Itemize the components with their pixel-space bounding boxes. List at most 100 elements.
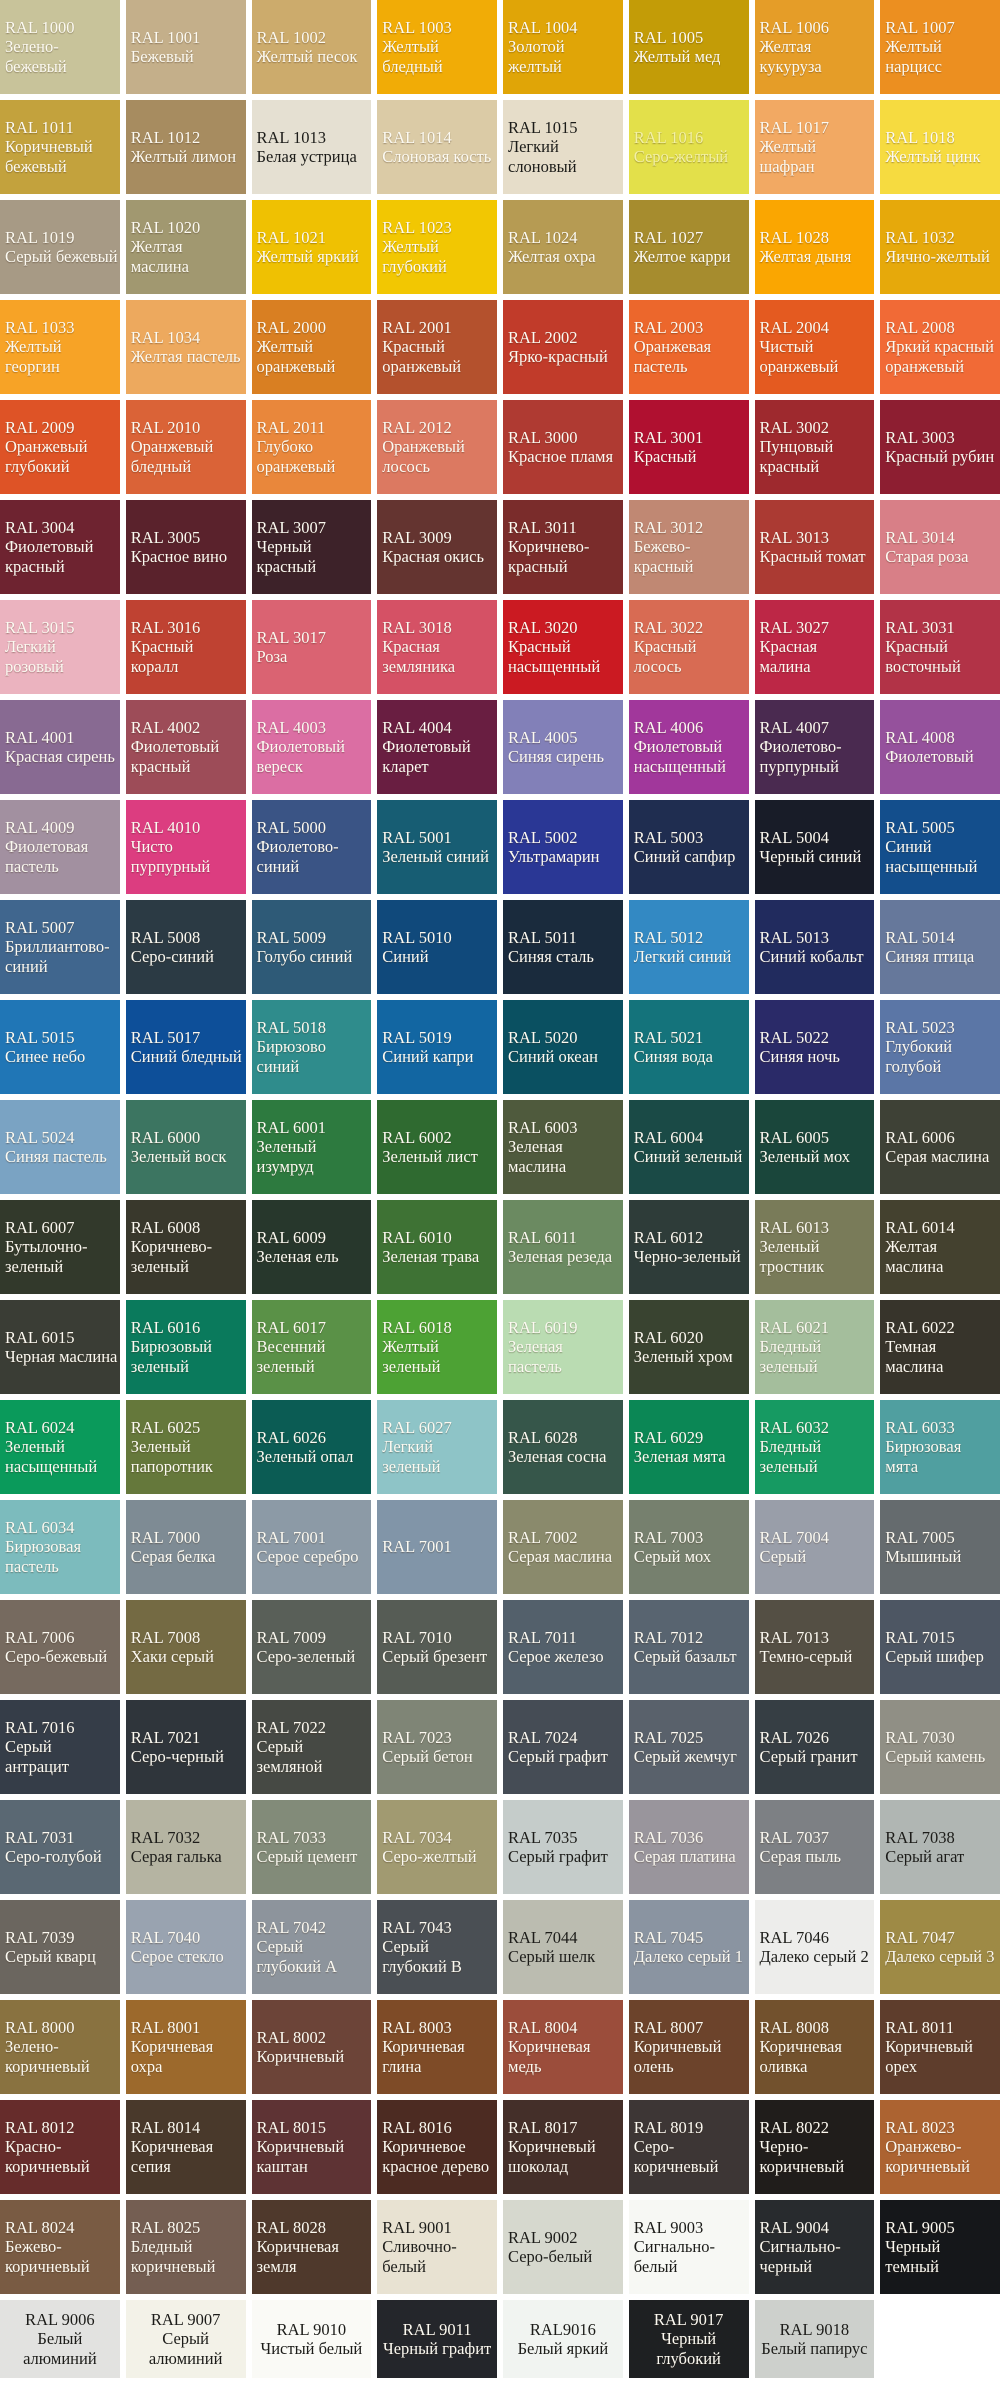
ral-code: RAL 4003: [256, 717, 327, 737]
ral-name: Зелено-коричневый: [5, 2037, 90, 2076]
ral-name: Красная малина: [759, 637, 818, 676]
ral-name: Желтый нарцисс: [885, 37, 942, 76]
ral-name: Старая роза: [885, 547, 969, 566]
ral-name: Белый алюминий: [23, 2329, 97, 2368]
ral-code: RAL 5015: [5, 1027, 75, 1047]
ral-code: RAL 6022: [885, 1317, 955, 1337]
ral-name: Яично-желтый: [885, 247, 990, 266]
swatch-ral-1003: RAL 1003 Желтый бледный: [377, 0, 497, 94]
swatch-ral-6005: RAL 6005 Зеленый мох: [754, 1100, 875, 1194]
swatch-ral-7047: RAL 7047 Далеко серый 3: [880, 1900, 1000, 1994]
ral-code: RAL 6011: [508, 1227, 577, 1247]
swatch-ral-7004: RAL 7004 Серый: [754, 1500, 875, 1594]
ral-name: Чистый оранжевый: [759, 337, 839, 376]
ral-code: RAL 1005: [633, 27, 704, 47]
ral-code: RAL 1003: [382, 17, 452, 37]
ral-code: RAL 3011: [508, 517, 577, 537]
ral-code: RAL 6020: [633, 1327, 704, 1347]
ral-name: Зеленый опал: [256, 1447, 354, 1466]
ral-code: RAL 3031: [885, 617, 955, 637]
ral-code: RAL 6024: [5, 1417, 75, 1437]
ral-name: Желтый цинк: [885, 147, 981, 166]
ral-code: RAL 3016: [130, 617, 201, 637]
ral-code: RAL 5022: [759, 1027, 830, 1047]
ral-code: RAL 3017: [256, 627, 327, 647]
ral-name: Зеленый тростник: [759, 1237, 825, 1276]
swatch-ral-3027: RAL 3027 Красная малина: [754, 600, 875, 694]
ral-name: Мышиный: [885, 1547, 962, 1566]
swatch-ral-7000: RAL 7000 Серая белка: [125, 1500, 246, 1594]
ral-code: RAL 9001: [382, 2217, 452, 2237]
swatch-ral-1016: RAL 1016 Серо-желтый: [628, 100, 749, 194]
swatch-ral-9011: RAL 9011 Черный графит: [377, 2300, 497, 2378]
swatch-ral-1018: RAL 1018 Желтый цинк: [880, 100, 1000, 194]
ral-name: Черно-коричневый: [759, 2137, 845, 2176]
swatch-ral-8015: RAL 8015 Коричневый каштан: [251, 2100, 372, 2194]
swatch-ral-8016: RAL 8016 Коричневое красное дерево: [377, 2100, 497, 2194]
swatch-ral-9003: RAL 9003 Сигнально-белый: [628, 2200, 749, 2294]
ral-name: Зеленая пастель: [508, 1337, 563, 1376]
ral-code: RAL 1020: [130, 217, 201, 237]
swatch-ral-7026: RAL 7026 Серый гранит: [754, 1700, 875, 1794]
ral-name: Коричневый: [256, 2047, 345, 2066]
swatch-ral-9004: RAL 9004 Сигнально-черный: [754, 2200, 875, 2294]
ral-name: Синяя сталь: [508, 947, 594, 966]
swatch-ral-8012: RAL 8012 Красно-коричневый: [0, 2100, 120, 2194]
ral-code: RAL 5009: [256, 927, 327, 947]
ral-code: RAL 9002: [508, 2227, 578, 2247]
swatch-ral-4004: RAL 4004 Фиолетовый кларет: [377, 700, 497, 794]
ral-code: RAL 6005: [759, 1127, 830, 1147]
ral-name: Чистый белый: [260, 2339, 363, 2358]
ral-name: Желтый песок: [256, 47, 358, 66]
ral-code: RAL 5000: [256, 817, 327, 837]
swatch-ral-5019: RAL 5019 Синий капри: [377, 1000, 497, 1094]
swatch-ral-4002: RAL 4002 Фиолетовый красный: [125, 700, 246, 794]
swatch-ral-6018: RAL 6018 Желтый зеленый: [377, 1300, 497, 1394]
swatch-ral-5021: RAL 5021 Синяя вода: [628, 1000, 749, 1094]
swatch-ral-5007: RAL 5007 Бриллиантово-синий: [0, 900, 120, 994]
ral-name: Синий океан: [508, 1047, 598, 1066]
ral-name: Красная земляника: [382, 637, 456, 676]
ral-code: RAL 8004: [508, 2017, 578, 2037]
ral-code: RAL 1027: [633, 227, 704, 247]
ral-name: Серый бежевый: [5, 247, 118, 266]
ral-code: RAL 7039: [5, 1927, 75, 1947]
ral-code: RAL 1018: [885, 127, 955, 147]
swatch-ral-5014: RAL 5014 Синяя птица: [880, 900, 1000, 994]
swatch-ral-1000: RAL 1000 Зелено-бежевый: [0, 0, 120, 94]
swatch-ral-6006: RAL 6006 Серая маслина: [880, 1100, 1000, 1194]
ral-code: RAL 7023: [382, 1727, 452, 1747]
ral-code: RAL 5014: [885, 927, 955, 947]
swatch-ral-3020: RAL 3020 Красный насыщенный: [503, 600, 623, 694]
ral-name: Серая пыль: [759, 1847, 842, 1866]
swatch-ral-8028: RAL 8028 Коричневая земля: [251, 2200, 372, 2294]
ral-code: RAL 6033: [885, 1417, 955, 1437]
ral-name: Серый базальт: [633, 1647, 737, 1666]
swatch-ral-9010: RAL 9010 Чистый белый: [251, 2300, 372, 2378]
swatch-ral-8017: RAL 8017 Коричневый шоколад: [503, 2100, 623, 2194]
ral-code: RAL 3018: [382, 617, 452, 637]
ral-code: RAL 6006: [885, 1127, 955, 1147]
ral-code: RAL 7022: [256, 1717, 327, 1737]
ral-code: RAL 7042: [256, 1917, 327, 1937]
swatch-ral-7021: RAL 7021 Серо-черный: [125, 1700, 246, 1794]
swatch-ral-5003: RAL 5003 Синий сапфир: [628, 800, 749, 894]
ral-name: Зеленый насыщенный: [5, 1437, 98, 1476]
ral-name: Серое железо: [508, 1647, 604, 1666]
ral-name: Яркий красный оранжевый: [885, 337, 994, 376]
ral-name: Бледный зеленый: [759, 1437, 822, 1476]
ral-code: RAL 3009: [382, 527, 452, 547]
swatch-ral-7034: RAL 7034 Серо-желтый: [377, 1800, 497, 1894]
ral-code: RAL 4008: [885, 727, 955, 747]
ral-name: Зелено-бежевый: [5, 37, 67, 76]
ral-name: Серо-синий: [130, 947, 214, 966]
swatch-ral-4006: RAL 4006 Фиолетовый насыщенный: [628, 700, 749, 794]
ral-name: Синяя пастель: [5, 1147, 107, 1166]
ral-code: RAL 3002: [759, 417, 830, 437]
swatch-ral-5018: RAL 5018 Бирюзово синий: [251, 1000, 372, 1094]
swatch-ral-5020: RAL 5020 Синий океан: [503, 1000, 623, 1094]
ral-name: Желтая кукуруза: [759, 37, 822, 76]
swatch-ral-7032: RAL 7032 Серая галька: [125, 1800, 246, 1894]
ral-code: RAL 8015: [256, 2117, 327, 2137]
ral-name: Темная маслина: [885, 1337, 944, 1376]
